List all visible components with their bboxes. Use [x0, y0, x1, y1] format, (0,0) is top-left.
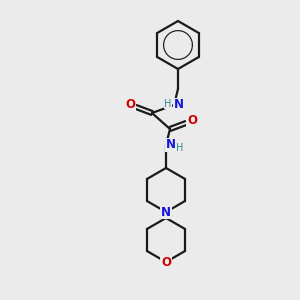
Text: O: O [125, 98, 135, 112]
Text: H: H [164, 99, 172, 109]
Text: O: O [161, 256, 171, 268]
Text: O: O [187, 115, 197, 128]
Text: N: N [161, 206, 171, 218]
Text: H: H [176, 143, 184, 153]
Text: N: N [166, 139, 176, 152]
Text: N: N [174, 98, 184, 112]
